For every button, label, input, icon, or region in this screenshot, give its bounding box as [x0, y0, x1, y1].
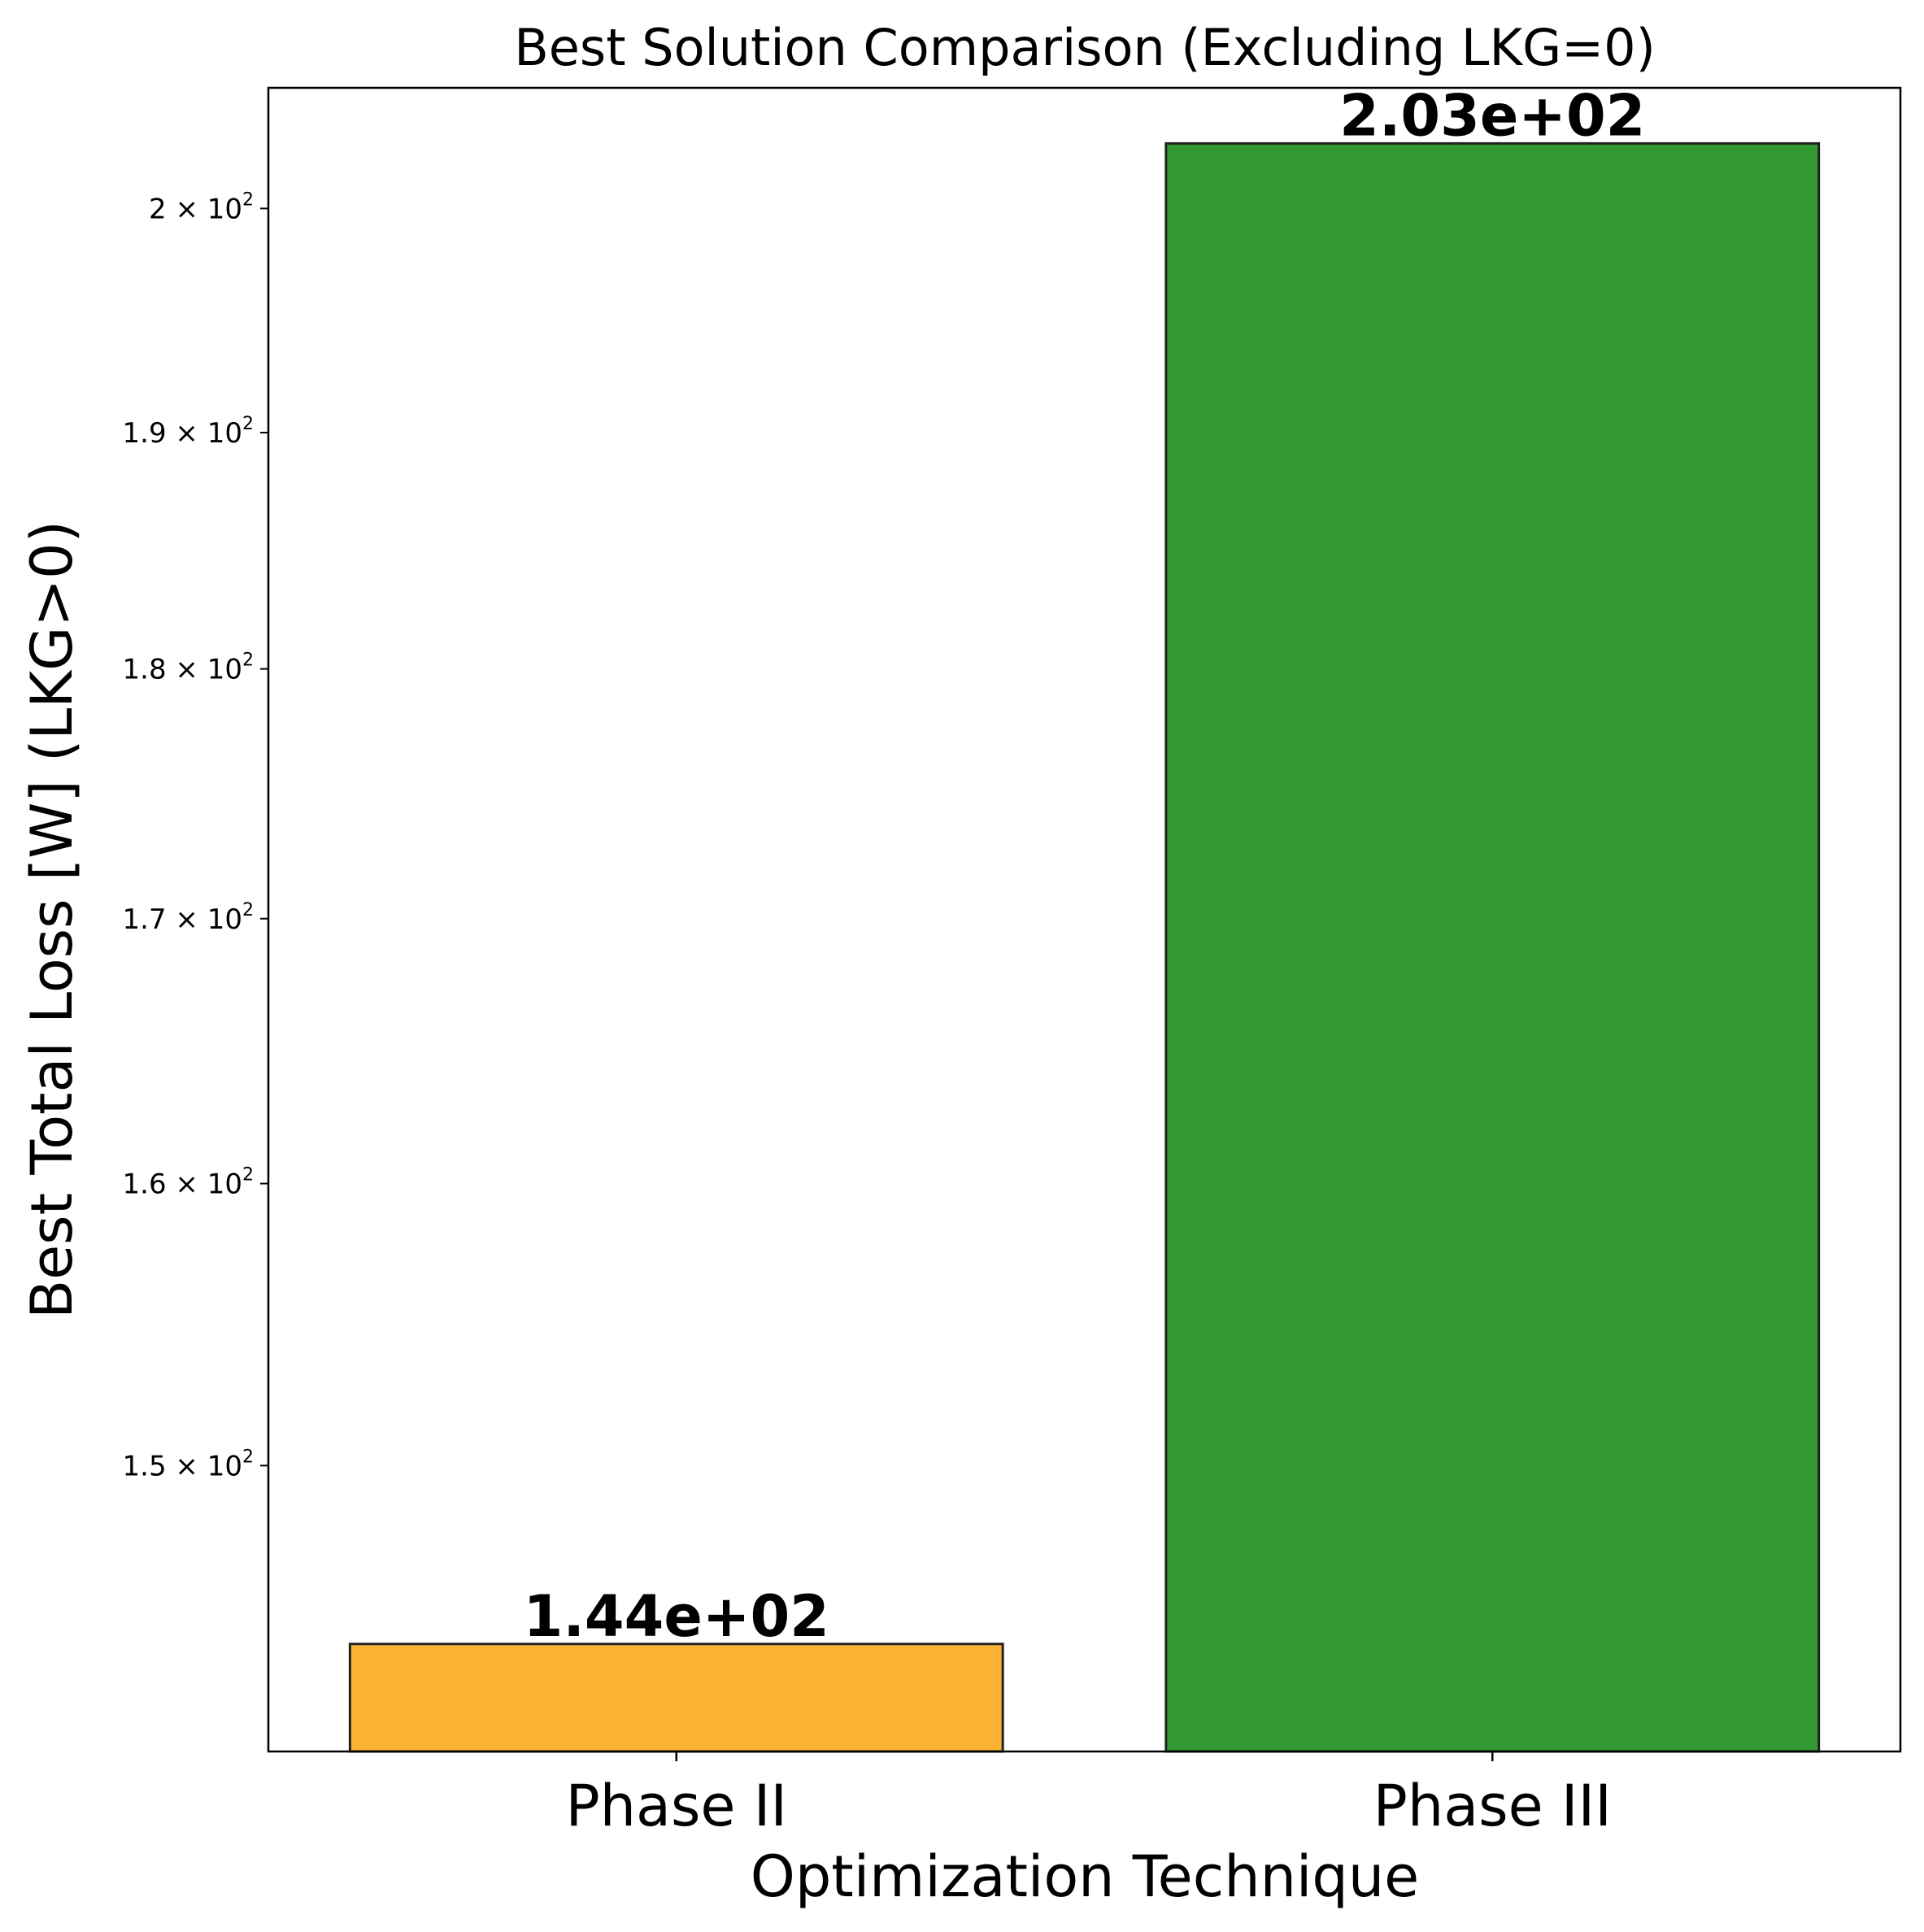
y-tick-label: 1.9 × 102 [123, 414, 254, 450]
plot-frame [267, 86, 1902, 1753]
chart-title: Best Solution Comparison (Excluding LKG=… [514, 18, 1656, 77]
y-tick-label: 1.8 × 102 [123, 651, 254, 686]
y-tick-label: 2 × 102 [149, 189, 254, 225]
bar-phase-iii [1164, 141, 1821, 1753]
data-label: 2.03e+02 [1339, 82, 1645, 149]
y-axis-label: Best Total Loss [W] (LKG>0) [19, 520, 85, 1319]
y-tick-label: 1.6 × 102 [123, 1165, 254, 1201]
x-axis: Phase II Phase III [565, 1751, 1612, 1839]
x-axis-label: Optimization Technique [751, 1843, 1420, 1910]
x-tick-label: Phase II [565, 1773, 787, 1839]
y-tick-label: 1.5 × 102 [123, 1447, 254, 1482]
x-tick-label: Phase III [1373, 1773, 1612, 1839]
data-label: 1.44e+02 [524, 1583, 829, 1650]
bars-layer: 1.44e+02 2.03e+02 [348, 82, 1821, 1753]
y-axis: 1.5 × 102 1.6 × 102 1.7 × 102 1.8 × 102 1.9 … [123, 189, 268, 1482]
bar-phase-ii [348, 1643, 1004, 1753]
y-tick-label: 1.7 × 102 [123, 900, 254, 936]
